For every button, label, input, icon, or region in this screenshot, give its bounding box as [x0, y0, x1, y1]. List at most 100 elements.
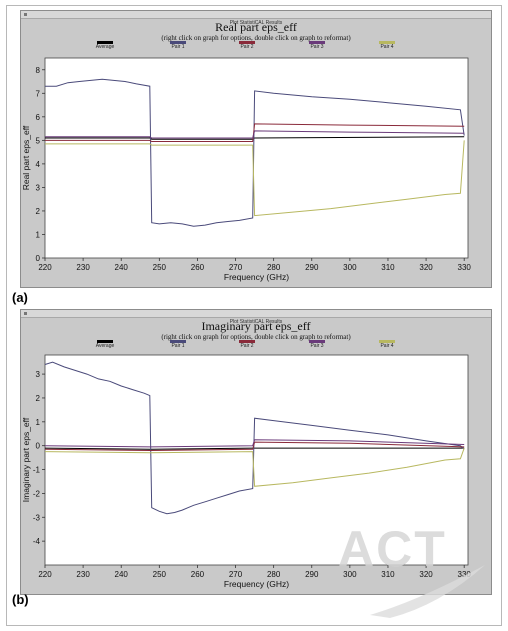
y-tick-label: 4	[36, 160, 41, 169]
legend-label: Pair 1	[171, 44, 185, 50]
series-line-pair-3	[45, 130, 465, 139]
legend-swatch	[239, 340, 255, 343]
legend-item[interactable]: Average	[75, 340, 135, 350]
y-tick-label: 0	[36, 442, 41, 451]
legend-swatch	[170, 41, 186, 44]
series-line-pair-3	[44, 439, 465, 448]
window-titlebar[interactable]: Plot StatistiCAL Results	[21, 11, 491, 26]
series-line-pair-2	[45, 123, 465, 142]
x-tick-label: 270	[229, 263, 243, 272]
y-axis-label: Real part eps_eff	[21, 125, 31, 190]
legend-label: Pair 3	[310, 44, 324, 50]
legend-item[interactable]: Pair 1	[148, 41, 208, 51]
watermark-logo: ACT	[338, 521, 447, 577]
chart-title: Real part eps_eff	[215, 20, 297, 34]
x-tick-label: 280	[267, 263, 281, 272]
x-tick-label: 320	[419, 570, 433, 579]
x-tick-label: 300	[343, 263, 357, 272]
x-tick-label: 290	[305, 263, 319, 272]
legend-label: Pair 4	[380, 343, 394, 349]
x-tick-label: 330	[458, 570, 472, 579]
x-tick-label: 220	[38, 570, 52, 579]
x-tick-label: 310	[381, 570, 395, 579]
x-tick-label: 220	[38, 263, 52, 272]
y-tick-label: -3	[33, 513, 41, 522]
window-title: Plot StatistiCAL Results	[229, 20, 283, 26]
legend-item[interactable]: Pair 3	[287, 41, 347, 51]
chart-subtitle: (right click on graph for options, doubl…	[161, 34, 351, 42]
x-tick-label: 320	[419, 263, 433, 272]
x-tick-label: 240	[115, 263, 129, 272]
x-tick-label: 240	[115, 570, 129, 579]
chart-legend[interactable]: Average Pair 1 Pair 2 Pair 3 Pair 4	[21, 41, 491, 53]
y-tick-label: 2	[36, 207, 41, 216]
series-line-pair-1	[45, 78, 465, 227]
legend-item[interactable]: Pair 4	[357, 340, 417, 350]
legend-item[interactable]: Pair 1	[148, 340, 208, 350]
x-tick-label: 260	[191, 263, 205, 272]
y-tick-label: 3	[36, 370, 41, 379]
app-icon	[24, 312, 27, 315]
legend-label: Average	[95, 44, 115, 50]
legend-label: Pair 4	[380, 44, 394, 50]
legend-swatch	[309, 340, 325, 343]
x-tick-label: 310	[381, 263, 395, 272]
series-line-average	[44, 447, 465, 450]
legend-swatch	[379, 340, 395, 343]
chart-plot-imaginary[interactable]: -4 -3 -2 -1 0 1 2 3 220 230 240 250 260 270 280 290 300 3…	[21, 310, 493, 596]
x-tick-label: 330	[458, 263, 472, 272]
y-tick-label: 0	[36, 254, 41, 263]
x-tick-label: 300	[343, 570, 357, 579]
x-tick-label: 250	[153, 570, 167, 579]
series-line-pair-2	[44, 441, 465, 451]
plot-area	[44, 354, 469, 566]
legend-label: Pair 2	[240, 44, 254, 50]
chart-subtitle: (right click on graph for options, doubl…	[161, 333, 351, 341]
x-tick-label: 230	[76, 263, 90, 272]
legend-item[interactable]: Pair 4	[357, 41, 417, 51]
x-tick-label: 290	[305, 570, 319, 579]
plot-window-imaginary[interactable]: Plot StatistiCAL Results Imaginary part …	[20, 309, 492, 595]
y-tick-label: 7	[36, 89, 41, 98]
y-tick-label: 2	[36, 394, 41, 403]
legend-label: Pair 3	[310, 343, 324, 349]
series-line-pair-4	[45, 140, 465, 217]
series-line-average	[45, 136, 465, 140]
legend-item[interactable]: Pair 2	[217, 340, 277, 350]
legend-swatch	[379, 41, 395, 44]
app-icon	[24, 13, 27, 16]
legend-item[interactable]: Average	[75, 41, 135, 51]
legend-item[interactable]: Pair 2	[217, 41, 277, 51]
y-tick-label: 3	[36, 183, 41, 192]
y-tick-label: 1	[36, 418, 41, 427]
series-line-pair-4	[44, 447, 465, 487]
legend-label: Average	[95, 343, 115, 349]
legend-swatch	[309, 41, 325, 44]
legend-swatch	[239, 41, 255, 44]
chart-plot-real[interactable]: 0 1 2 3 4 5 6 7 8 220 230 240 250 260 270 280 290 300 310 3…	[21, 11, 493, 289]
chart-legend[interactable]: Average Pair 1 Pair 2 Pair 3 Pair 4	[21, 340, 491, 352]
chart-title: Imaginary part eps_eff	[201, 319, 311, 333]
legend-item[interactable]: Pair 3	[287, 340, 347, 350]
x-tick-label: 230	[76, 570, 90, 579]
legend-swatch	[170, 340, 186, 343]
x-axis-label: Frequency (GHz)	[224, 272, 289, 282]
watermark-swoosh-icon	[370, 565, 485, 618]
panel-label-a: (a)	[12, 290, 28, 305]
series-line-pair-1	[44, 361, 465, 515]
y-tick-label: -1	[33, 466, 41, 475]
legend-label: Pair 1	[171, 343, 185, 349]
legend-swatch	[97, 340, 113, 343]
y-tick-label: -2	[33, 489, 41, 498]
x-tick-label: 270	[229, 570, 243, 579]
legend-label: Pair 2	[240, 343, 254, 349]
plot-window-real[interactable]: Plot StatistiCAL Results Real part eps_e…	[20, 10, 492, 288]
x-axis-label: Frequency (GHz)	[224, 579, 289, 589]
window-titlebar[interactable]: Plot StatistiCAL Results	[21, 310, 491, 325]
x-tick-label: 280	[267, 570, 281, 579]
y-tick-label: 5	[36, 136, 41, 145]
legend-swatch	[97, 41, 113, 44]
x-tick-label: 250	[153, 263, 167, 272]
y-tick-label: -4	[33, 537, 41, 546]
window-title: Plot StatistiCAL Results	[229, 319, 283, 325]
